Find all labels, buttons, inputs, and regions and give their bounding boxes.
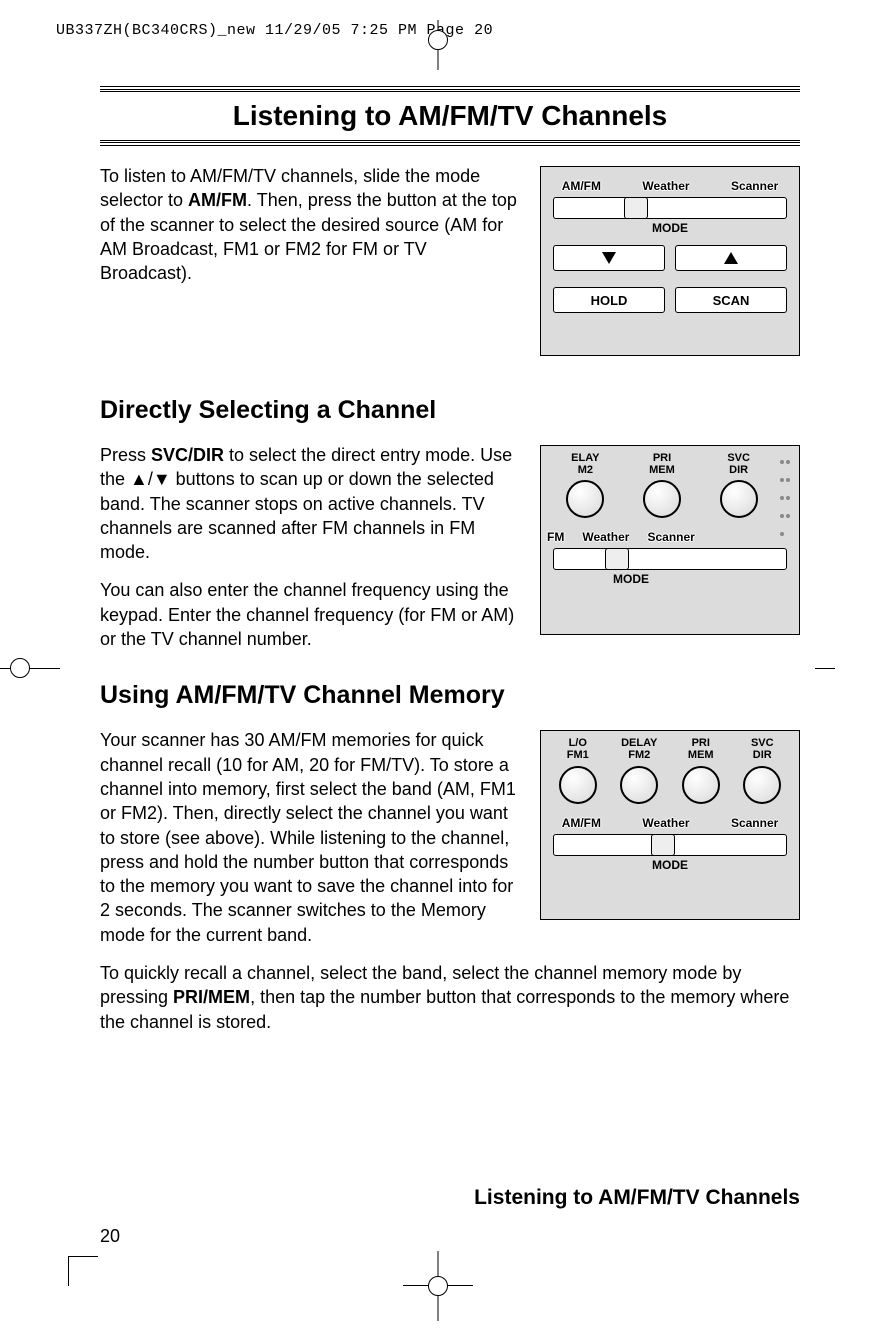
round-button — [682, 766, 720, 804]
memory-paragraph-2: To quickly recall a channel, select the … — [100, 961, 800, 1034]
page-content: Listening to AM/FM/TV Channels AM/FM Wea… — [100, 86, 800, 1048]
button-label-col: PRIMEM — [634, 452, 690, 476]
heading-memory: Using AM/FM/TV Channel Memory — [100, 681, 800, 710]
button-label-col: DELAYFM2 — [611, 737, 667, 761]
mode-labels: AM/FM Weather Scanner — [541, 810, 799, 830]
crop-register — [428, 30, 448, 50]
button-label-col: L/OFM1 — [550, 737, 606, 761]
mode-caption: MODE — [541, 858, 799, 872]
mode-caption: MODE — [541, 572, 799, 586]
round-button — [559, 766, 597, 804]
slider-thumb — [651, 834, 675, 856]
crop-register — [10, 658, 30, 678]
circle-buttons-row — [541, 762, 799, 810]
mode-label: Weather — [642, 179, 689, 193]
round-button — [643, 480, 681, 518]
mode-label: Scanner — [647, 530, 694, 544]
mode-label: AM/FM — [562, 816, 601, 830]
mode-labels: AM/FM Weather Scanner — [541, 173, 799, 193]
hold-button: HOLD — [553, 287, 665, 313]
crop-mark — [0, 668, 60, 669]
label: PRI — [634, 452, 690, 464]
mode-label: Scanner — [731, 816, 778, 830]
mode-slider — [553, 834, 787, 856]
label: MEM — [634, 464, 690, 476]
figure-svc-dir: ELAYM2 PRIMEM SVCDIR FM Weather Scanner … — [540, 445, 800, 635]
arrow-buttons-row — [553, 245, 787, 271]
mode-label: Weather — [642, 816, 689, 830]
label: MEM — [673, 749, 729, 761]
up-arrow-button — [675, 245, 787, 271]
crop-register — [428, 1276, 448, 1296]
slider-thumb — [605, 548, 629, 570]
round-button — [743, 766, 781, 804]
mode-labels: FM Weather Scanner — [541, 524, 799, 544]
mode-label: Weather — [582, 530, 629, 544]
heading-direct-select: Directly Selecting a Channel — [100, 396, 800, 425]
mode-label: AM/FM — [562, 179, 601, 193]
bold-text: PRI/MEM — [173, 987, 250, 1007]
bold-text: AM/FM — [188, 190, 247, 210]
mode-slider — [553, 548, 787, 570]
speaker-grille-icon — [779, 452, 795, 542]
label: SVC — [734, 737, 790, 749]
label: FM2 — [611, 749, 667, 761]
mode-caption: MODE — [541, 221, 799, 235]
button-label-col: PRIMEM — [673, 737, 729, 761]
button-label-col: SVCDIR — [734, 737, 790, 761]
label: DIR — [711, 464, 767, 476]
crop-corner — [68, 1256, 98, 1286]
round-button — [566, 480, 604, 518]
label: PRI — [673, 737, 729, 749]
page-number: 20 — [100, 1226, 120, 1247]
crop-mark — [815, 668, 835, 669]
label: FM1 — [550, 749, 606, 761]
footer-section-title: Listening to AM/FM/TV Channels — [474, 1186, 800, 1210]
mode-label: Scanner — [731, 179, 778, 193]
text: Press — [100, 445, 151, 465]
button-label-col: SVCDIR — [711, 452, 767, 476]
down-arrow-button — [553, 245, 665, 271]
label: ELAY — [557, 452, 613, 464]
button-labels-row: ELAYM2 PRIMEM SVCDIR — [541, 446, 799, 476]
label: M2 — [557, 464, 613, 476]
figure-mode-selector: AM/FM Weather Scanner MODE HOLD SCAN — [540, 166, 800, 356]
button-label-col: ELAYM2 — [557, 452, 613, 476]
section-memory: L/OFM1 DELAYFM2 PRIMEM SVCDIR AM/FM Weat… — [100, 728, 800, 1048]
hold-scan-row: HOLD SCAN — [553, 287, 787, 313]
label: L/O — [550, 737, 606, 749]
round-button — [720, 480, 758, 518]
label: DIR — [734, 749, 790, 761]
section-direct: ELAYM2 PRIMEM SVCDIR FM Weather Scanner … — [100, 443, 800, 665]
slider-thumb — [624, 197, 648, 219]
title-rule-bottom — [100, 140, 800, 146]
section-intro: AM/FM Weather Scanner MODE HOLD SCAN — [100, 164, 800, 366]
label: DELAY — [611, 737, 667, 749]
mode-slider — [553, 197, 787, 219]
circle-buttons-row — [541, 476, 799, 524]
bold-text: SVC/DIR — [151, 445, 224, 465]
button-labels-row: L/OFM1 DELAYFM2 PRIMEM SVCDIR — [541, 731, 799, 761]
figure-memory: L/OFM1 DELAYFM2 PRIMEM SVCDIR AM/FM Weat… — [540, 730, 800, 920]
label: SVC — [711, 452, 767, 464]
mode-label: FM — [547, 530, 564, 544]
round-button — [620, 766, 658, 804]
triangle-down-icon — [602, 252, 616, 264]
triangle-up-icon — [724, 252, 738, 264]
page-title: Listening to AM/FM/TV Channels — [100, 94, 800, 134]
scan-button: SCAN — [675, 287, 787, 313]
title-rule-top — [100, 86, 800, 92]
